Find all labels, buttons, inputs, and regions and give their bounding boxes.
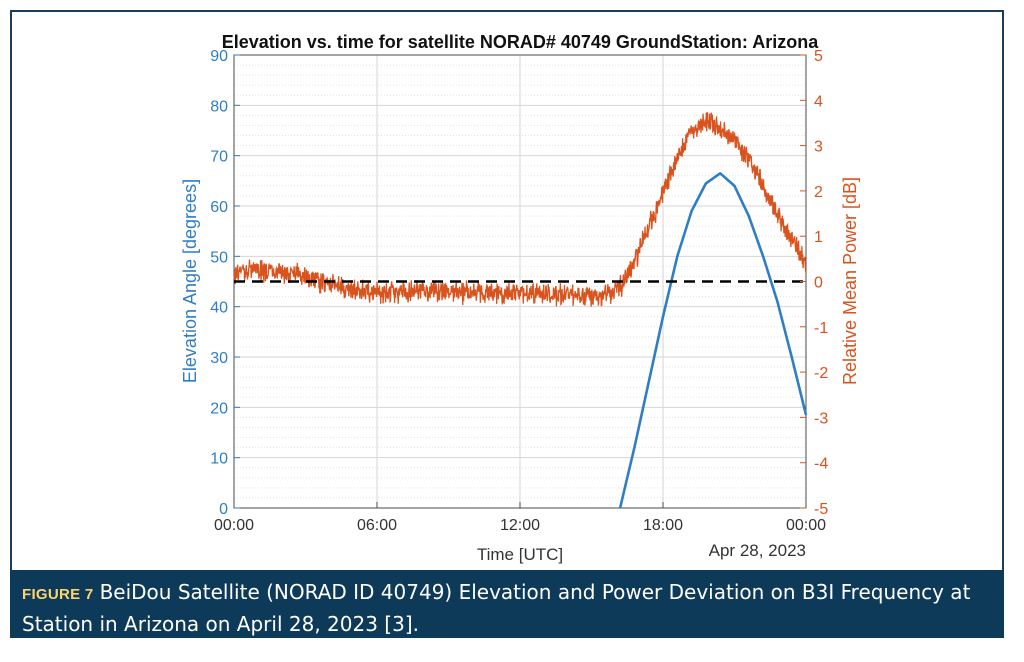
y-right-tick-label: -5 — [814, 501, 828, 518]
series-layer — [233, 112, 808, 509]
y-left-tick-label: 30 — [210, 350, 228, 367]
x-tick-label: 00:00 — [786, 517, 826, 534]
y-left-tick-label: 10 — [210, 451, 228, 468]
y-left-tick-label: 20 — [210, 400, 228, 417]
figure-label: FIGURE 7 — [22, 586, 94, 603]
x-tick-label: 12:00 — [500, 517, 540, 534]
y-left-tick-label: 60 — [210, 199, 228, 216]
figure-caption: FIGURE 7 BeiDou Satellite (NORAD ID 40749… — [10, 570, 1004, 638]
y-right-tick-label: -1 — [814, 320, 828, 337]
x-date-label: Apr 28, 2023 — [709, 541, 806, 560]
y-right-axis-label: Relative Mean Power [dB] — [840, 177, 860, 385]
caption-text: BeiDou Satellite (NORAD ID 40749) Elevat… — [22, 580, 971, 636]
power-series-line — [233, 112, 807, 307]
x-tick-label: 18:00 — [643, 517, 683, 534]
x-axis-label: Time [UTC] — [477, 545, 563, 564]
y-left-tick-label: 40 — [210, 300, 228, 317]
chart-title: Elevation vs. time for satellite NORAD# … — [222, 32, 819, 52]
y-left-tick-label: 0 — [219, 501, 228, 518]
x-tick-label: 06:00 — [357, 517, 397, 534]
y-right-tick-label: 0 — [814, 275, 823, 292]
figure-frame — [10, 10, 1004, 638]
y-left-tick-label: 90 — [210, 48, 228, 65]
y-right-tick-label: -2 — [814, 365, 828, 382]
grid — [233, 54, 807, 509]
y-right-tick-label: 1 — [814, 229, 823, 246]
y-left-tick-label: 70 — [210, 149, 228, 166]
y-right-tick-label: -3 — [814, 410, 828, 427]
y-left-axis-label: Elevation Angle [degrees] — [180, 179, 200, 383]
y-left-tick-label: 50 — [210, 249, 228, 266]
y-right-tick-label: 2 — [814, 184, 823, 201]
y-right-tick-label: 3 — [814, 139, 823, 156]
x-tick-label: 00:00 — [214, 517, 254, 534]
elevation-series-line — [618, 172, 808, 509]
ticks: 0 10 20 30 40 50 60 70 80 90 -5 -4 -3 -2 -1 0 1 2 3 4 5 00:00… — [210, 48, 828, 534]
elevation-power-chart: 0 10 20 30 40 50 60 70 80 90 -5 -4 -3 -2 -1 0 1 2 3 4 5 00:00… — [180, 32, 860, 564]
y-right-tick-label: -4 — [814, 456, 828, 473]
y-left-tick-label: 80 — [210, 98, 228, 115]
y-right-tick-label: 5 — [814, 48, 823, 65]
y-right-tick-label: 4 — [814, 93, 823, 110]
